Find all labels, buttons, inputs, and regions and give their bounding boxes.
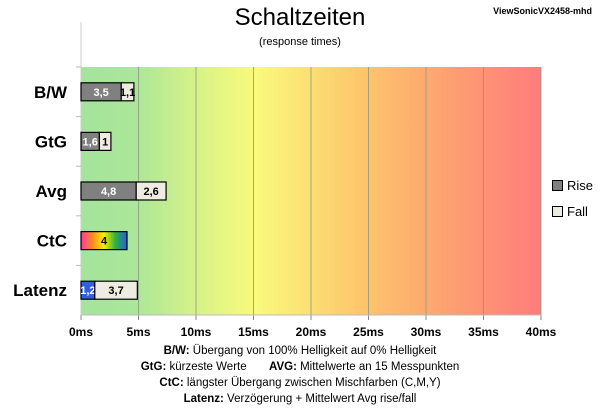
- note-key: B/W:: [163, 345, 190, 357]
- note-key: AVG:: [269, 361, 297, 373]
- legend-label-fall: Fall: [567, 204, 588, 219]
- bar-fall: [98, 131, 112, 151]
- data-label: 4: [101, 236, 108, 248]
- x-tick-label: 25ms: [353, 325, 384, 339]
- x-tick-label: 20ms: [296, 325, 327, 339]
- note-text: Mittelwerte an 15 Messpunkten: [296, 361, 460, 373]
- x-tick-label: 10ms: [181, 325, 212, 339]
- bar-fall: [94, 280, 138, 300]
- category-label: Latenz: [13, 281, 67, 300]
- note-latenz: Latenz: Verzögerung + Mittelwert Avg ris…: [0, 391, 600, 407]
- data-label: 1,2: [80, 285, 95, 297]
- data-label: 3,5: [93, 87, 108, 99]
- x-tick-label: 0ms: [69, 325, 93, 339]
- data-label: 3,7: [108, 285, 123, 297]
- x-tick-label: 15ms: [238, 325, 269, 339]
- note-text: längster Übergang zwischen Mischfarben (…: [183, 377, 441, 389]
- note-text: kürzeste Werte: [166, 361, 247, 373]
- category-label: B/W: [34, 83, 68, 102]
- chart-title: Schaltzeiten: [234, 4, 366, 31]
- chart-subtitle: (response times): [259, 36, 341, 48]
- note-text: Verzögerung + Mittelwert Avg rise/fall: [223, 393, 417, 405]
- legend-fall: Fall: [552, 204, 588, 219]
- data-label: 1,1: [120, 87, 135, 99]
- note-key: CtC:: [159, 377, 184, 389]
- bar-fall: [120, 82, 135, 102]
- data-label: 1,6: [83, 136, 98, 148]
- note-text: Übergang von 100% Helligkeit auf 0% Hell…: [189, 345, 437, 357]
- note-key: Latenz:: [183, 393, 224, 405]
- bar-fall: [135, 181, 167, 201]
- legend-label-rise: Rise: [567, 178, 594, 193]
- chart-notes: B/W: Übergang von 100% Helligkeit auf 0%…: [0, 343, 600, 407]
- legend-swatch-rise: [552, 180, 563, 191]
- note-bw: B/W: Übergang von 100% Helligkeit auf 0%…: [0, 343, 600, 359]
- x-tick-label: 35ms: [468, 325, 499, 339]
- x-tick-label: 40ms: [526, 325, 557, 339]
- note-gtg-avg: GtG: kürzeste Werte AVG: Mittelwerte an …: [0, 359, 600, 375]
- legend-rise: Rise: [552, 178, 593, 193]
- x-tick-label: 5ms: [126, 325, 150, 339]
- data-label: 1: [102, 136, 108, 148]
- legend-swatch-fall: [552, 206, 563, 217]
- data-label: 4,8: [101, 186, 116, 198]
- x-tick-label: 30ms: [411, 325, 442, 339]
- monitor-model: ViewSonicVX2458-mhd: [493, 6, 592, 16]
- note-key: GtG:: [140, 361, 167, 373]
- category-label: Avg: [36, 182, 68, 201]
- note-ctc: CtC: längster Übergang zwischen Mischfar…: [0, 375, 600, 391]
- category-label: GtG: [35, 132, 67, 151]
- data-label: 2,6: [144, 186, 159, 198]
- category-label: CtC: [37, 232, 67, 251]
- bar-rise: [80, 231, 128, 251]
